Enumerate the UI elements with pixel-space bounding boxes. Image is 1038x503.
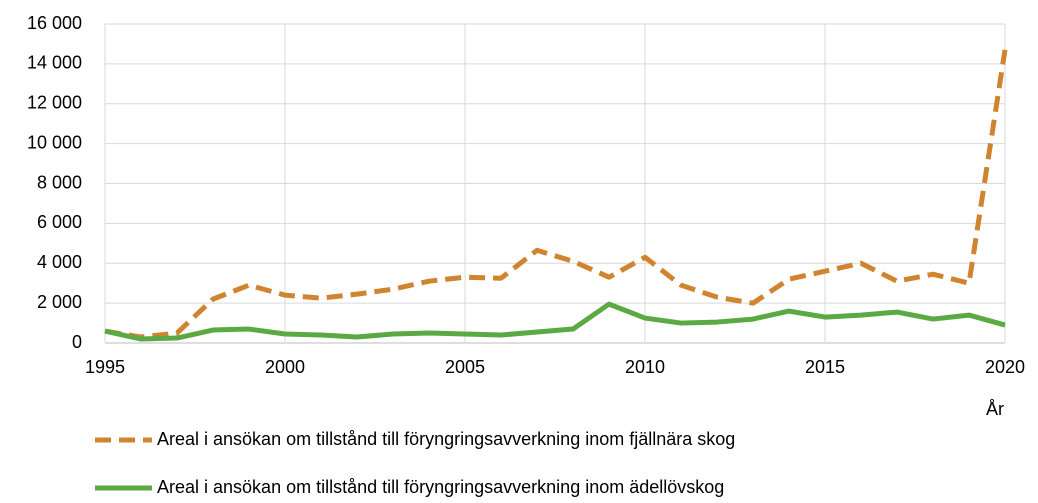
x-tick-label: 1995 <box>85 357 125 377</box>
x-tick-label: 2020 <box>985 357 1025 377</box>
y-tick-label: 0 <box>72 332 82 352</box>
y-tick-label: 4 000 <box>37 252 82 272</box>
series-line <box>104 301 1006 342</box>
y-tick-label: 16 000 <box>27 13 82 33</box>
y-tick-label: 12 000 <box>27 93 82 113</box>
series-line <box>104 49 1008 340</box>
y-tick-label: 6 000 <box>37 212 82 232</box>
x-tick-label: 2015 <box>805 357 845 377</box>
y-tick-label: 2 000 <box>37 292 82 312</box>
x-tick-label: 2005 <box>445 357 485 377</box>
legend-label: Areal i ansökan om tillstånd till föryng… <box>157 477 724 497</box>
y-tick-label: 14 000 <box>27 53 82 73</box>
x-tick-label: 2010 <box>625 357 665 377</box>
legend-label: Areal i ansökan om tillstånd till föryng… <box>157 429 735 449</box>
y-tick-label: 8 000 <box>37 172 82 192</box>
x-tick-label: 2000 <box>265 357 305 377</box>
y-tick-label: 10 000 <box>27 132 82 152</box>
x-axis-label: År <box>986 399 1004 419</box>
